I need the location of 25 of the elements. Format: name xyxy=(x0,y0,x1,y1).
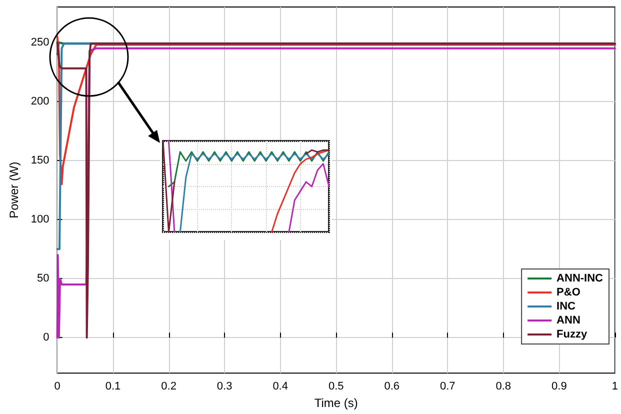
x-tick-label: 0.9 xyxy=(552,380,567,393)
x-tick-label: 1 xyxy=(612,380,618,393)
x-axis-title: Time (s) xyxy=(314,396,358,410)
x-tick-label: 0.2 xyxy=(161,380,176,393)
y-tick-label: 250 xyxy=(30,36,50,48)
y-tick-label: 200 xyxy=(30,95,50,108)
y-tick-label: 0 xyxy=(43,332,50,344)
y-tick-label: 100 xyxy=(30,214,50,226)
legend-label: INC xyxy=(556,300,576,312)
y-tick-label: 50 xyxy=(37,272,50,285)
y-tick-label: 150 xyxy=(30,154,50,167)
legend-label: ANN-INC xyxy=(556,272,604,284)
x-tick-label: 0.8 xyxy=(496,380,512,393)
legend-label: Fuzzy xyxy=(556,328,588,340)
y-axis-title: Power (W) xyxy=(7,162,21,218)
x-tick-label: 0.6 xyxy=(384,380,400,393)
x-tick-label: 0.4 xyxy=(272,380,288,393)
x-tick-label: 0.5 xyxy=(328,380,344,393)
x-tick-label: 0 xyxy=(54,380,60,393)
x-tick-label: 0.7 xyxy=(440,380,456,393)
legend-label: P&O xyxy=(556,286,581,298)
line-series xyxy=(56,36,616,186)
legend-label: ANN xyxy=(556,314,580,326)
x-tick-label: 0.1 xyxy=(105,380,121,393)
x-tick-label: 0.3 xyxy=(216,380,232,393)
